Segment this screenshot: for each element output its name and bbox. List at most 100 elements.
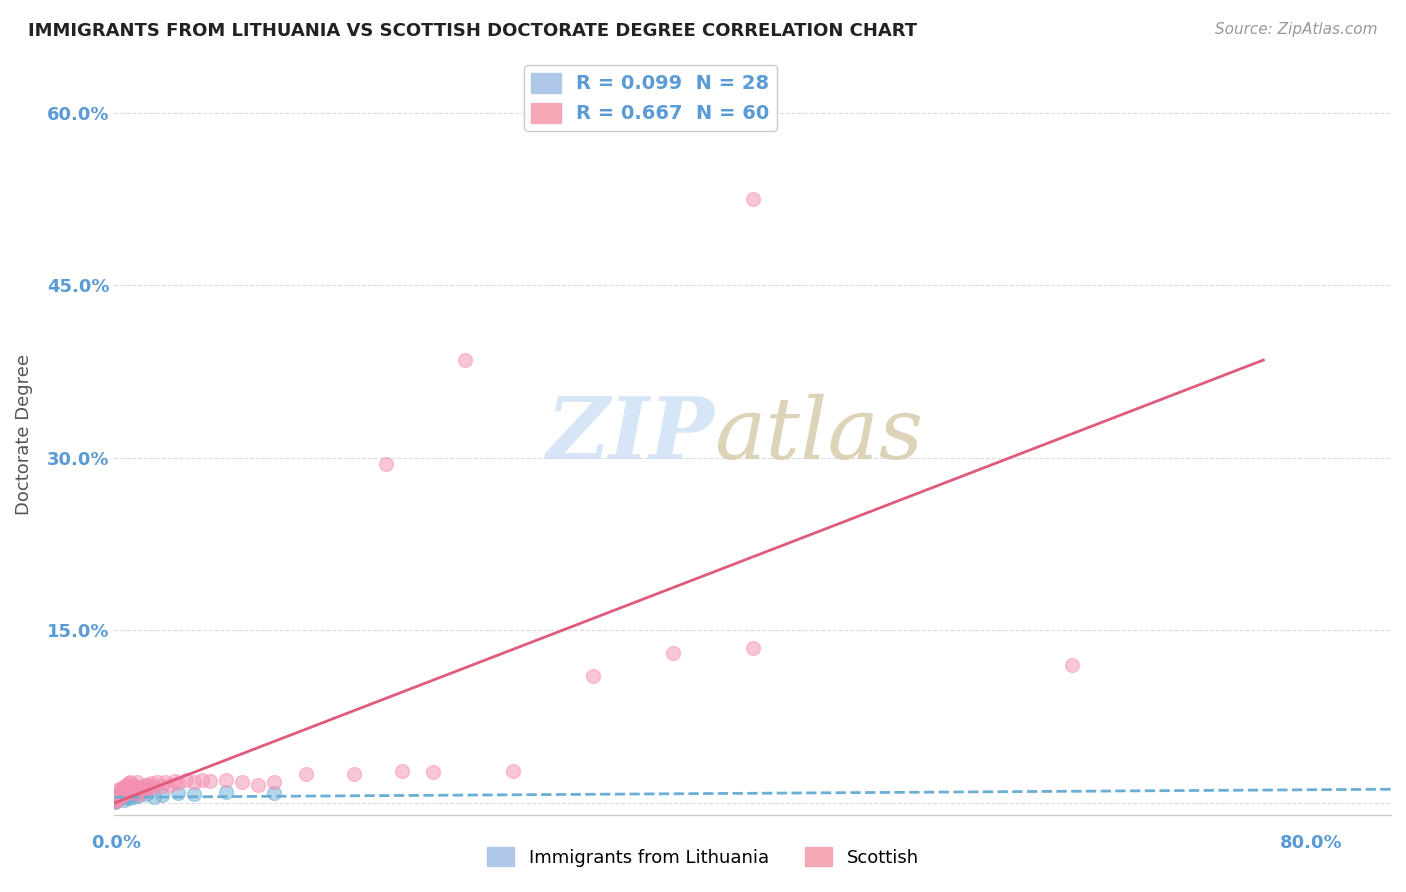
Point (163, 774, 186, 789)
Point (111, 781, 134, 796)
Point (107, 787, 129, 801)
Point (167, 776, 190, 790)
Text: ZIP: ZIP (547, 393, 714, 476)
Point (741, 640, 763, 655)
Point (215, 784, 238, 798)
Text: IMMIGRANTS FROM LITHUANIA VS SCOTTISH DOCTORATE DEGREE CORRELATION CHART: IMMIGRANTS FROM LITHUANIA VS SCOTTISH DO… (28, 22, 917, 40)
Point (294, 767, 316, 781)
Point (135, 787, 157, 801)
Point (124, 782, 146, 797)
Point (111, 788, 134, 802)
Point (117, 776, 139, 790)
Point (143, 780, 166, 794)
Point (136, 778, 159, 792)
Point (146, 775, 169, 789)
Point (422, 764, 444, 779)
Point (110, 784, 132, 798)
Point (108, 786, 131, 800)
Point (741, 192, 763, 206)
Point (231, 775, 253, 789)
Point (107, 792, 129, 806)
Point (108, 782, 131, 797)
Point (120, 788, 142, 802)
Point (127, 784, 149, 798)
Point (111, 782, 134, 797)
Point (263, 786, 285, 800)
Point (174, 772, 197, 787)
Point (104, 794, 127, 808)
Point (121, 781, 143, 796)
Point (117, 783, 139, 797)
Point (110, 790, 132, 805)
Point (120, 782, 142, 797)
Legend: Immigrants from Lithuania, Scottish: Immigrants from Lithuania, Scottish (479, 840, 927, 874)
Point (114, 786, 136, 800)
Point (374, 457, 396, 471)
Point (391, 764, 413, 778)
Point (246, 778, 269, 792)
Point (134, 778, 156, 792)
Point (122, 786, 145, 800)
Point (150, 779, 173, 793)
Point (112, 780, 135, 794)
Point (108, 791, 131, 805)
Point (104, 790, 127, 805)
Point (128, 787, 150, 801)
Point (108, 787, 131, 801)
Point (454, 353, 477, 368)
Point (159, 778, 181, 792)
Point (107, 788, 129, 802)
Point (107, 792, 129, 806)
Point (155, 775, 177, 789)
Point (117, 791, 139, 805)
Point (114, 790, 136, 805)
Point (132, 783, 155, 797)
Point (120, 784, 142, 798)
Point (111, 789, 134, 804)
Point (139, 776, 162, 790)
Point (183, 787, 205, 801)
Text: atlas: atlas (714, 393, 924, 476)
Point (115, 778, 138, 792)
Text: 0.0%: 0.0% (91, 834, 142, 852)
Y-axis label: Doctorate Degree: Doctorate Degree (15, 354, 32, 516)
Point (112, 787, 135, 801)
Point (110, 783, 132, 797)
Text: Source: ZipAtlas.com: Source: ZipAtlas.com (1215, 22, 1378, 37)
Point (114, 779, 136, 793)
Point (127, 789, 149, 804)
Point (115, 789, 138, 804)
Point (127, 780, 149, 794)
Legend: R = 0.099  N = 28, R = 0.667  N = 60: R = 0.099 N = 28, R = 0.667 N = 60 (523, 65, 778, 131)
Point (131, 781, 153, 796)
Point (191, 772, 214, 787)
Point (150, 788, 173, 802)
Point (343, 767, 366, 781)
Point (1060, 657, 1083, 672)
Point (263, 775, 285, 789)
Point (104, 794, 127, 808)
Point (143, 790, 166, 805)
Point (662, 647, 685, 661)
Point (183, 775, 205, 789)
Point (110, 789, 132, 804)
Point (115, 784, 138, 798)
Point (108, 791, 131, 805)
Point (104, 795, 127, 809)
Point (582, 669, 605, 683)
Point (135, 782, 157, 797)
Point (122, 790, 145, 805)
Point (167, 786, 190, 800)
Point (125, 775, 148, 789)
Point (112, 787, 135, 801)
Text: 80.0%: 80.0% (1279, 834, 1343, 852)
Point (112, 792, 135, 806)
Point (215, 772, 238, 787)
Point (114, 786, 136, 800)
Point (104, 790, 127, 805)
Point (138, 781, 160, 796)
Point (502, 764, 524, 778)
Point (120, 775, 142, 789)
Point (198, 774, 221, 789)
Point (122, 778, 145, 792)
